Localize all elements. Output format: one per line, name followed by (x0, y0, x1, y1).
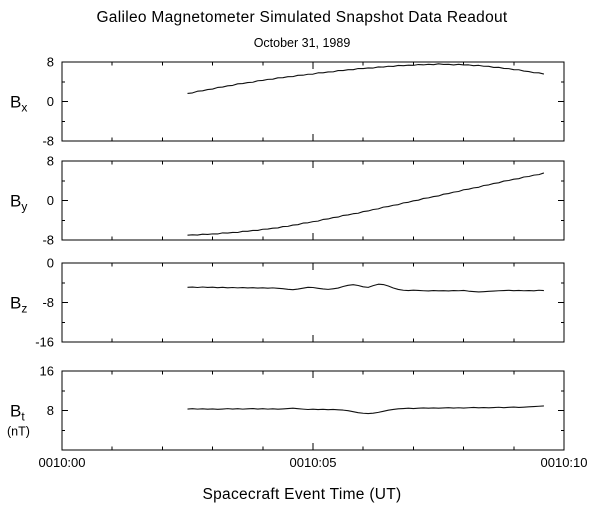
chart-subtitle: October 31, 1989 (253, 36, 351, 50)
trace-By (187, 172, 545, 236)
ytick-label-By: 8 (47, 154, 54, 169)
panel-unit-label: (nT) (7, 425, 30, 439)
ytick-label-Bz: -8 (42, 295, 54, 310)
ytick-label-Bt: 8 (47, 403, 54, 418)
panel-Bz: 0 -8 -16 Bz (10, 256, 565, 350)
xtick-label: 0010:05 (290, 455, 337, 470)
xtick-label: 0010:00 (39, 455, 86, 470)
trace-Bx (187, 63, 545, 94)
ytick-label-Bz: 0 (47, 256, 54, 271)
x-axis-title: Spacecraft Event Time (UT) (202, 486, 402, 503)
ytick-label-Bx: 8 (47, 55, 54, 70)
ytick-label-Bx: 0 (47, 94, 54, 109)
ytick-label-Bx: -8 (42, 134, 54, 149)
ytick-label-Bz: -16 (35, 335, 54, 350)
ytick-label-By: -8 (42, 233, 54, 248)
panel-label-Bx: Bx (10, 93, 27, 115)
panel-By: 8 0 -8 By (10, 154, 565, 248)
ytick-label-Bt: 16 (40, 364, 54, 379)
ytick-label-By: 0 (47, 193, 54, 208)
trace-Bt (187, 405, 544, 415)
panel-label-By: By (10, 192, 27, 214)
chart-title: Galileo Magnetometer Simulated Snapshot … (96, 9, 508, 26)
panel-label-Bt: Bt (10, 402, 25, 424)
panel-Bx: 8 0 -8 Bx (10, 55, 565, 149)
panel-Bt: 16 8 Bt(nT) (7, 364, 565, 451)
trace-Bz (187, 283, 544, 293)
xtick-label: 0010:10 (541, 455, 588, 470)
panel-label-Bz: Bz (10, 294, 27, 316)
